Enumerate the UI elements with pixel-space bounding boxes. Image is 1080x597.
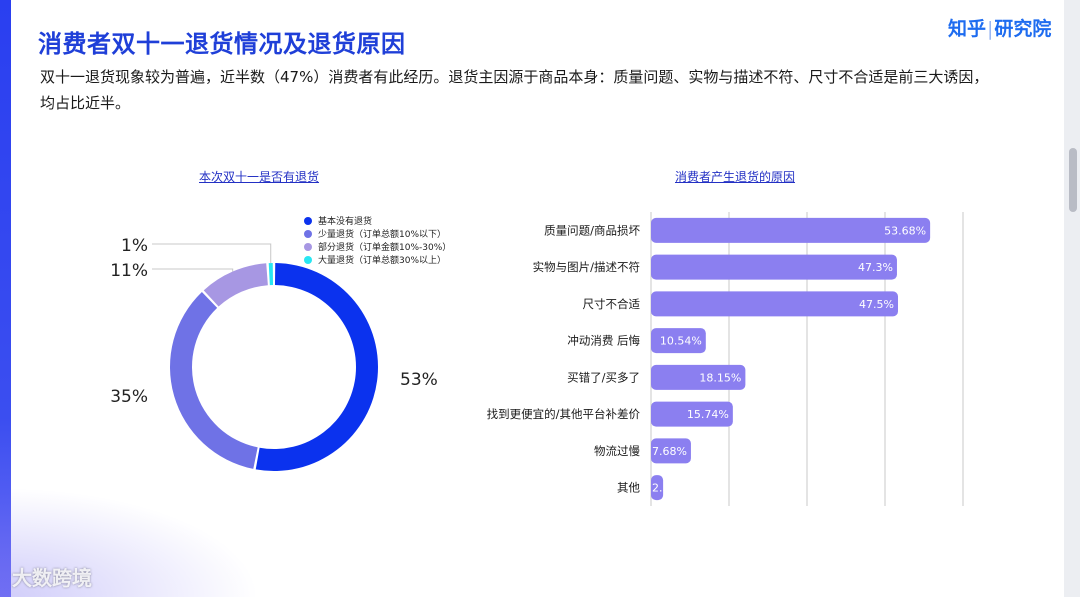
legend-label: 少量退货（订单总额10%以下） xyxy=(318,230,447,240)
accent-fade xyxy=(0,487,260,597)
bar-category-label: 实物与图片/描述不符 xyxy=(533,260,640,274)
donut-slice xyxy=(255,263,378,471)
bar-category-label: 找到更便宜的/其他平台补差价 xyxy=(487,407,641,421)
bar-mark xyxy=(651,291,898,317)
donut-legend: 基本没有退货少量退货（订单总额10%以下） 部分退货（订单金额10%-30%） 大量… xyxy=(304,214,451,266)
bar-category-label: 物流过慢 xyxy=(594,444,640,458)
donut-slice xyxy=(170,292,258,469)
brand-separator: | xyxy=(987,18,994,40)
bar-value-label: 2.33% xyxy=(652,482,687,495)
bar-value-label: 47.3% xyxy=(858,261,893,274)
bar-mark xyxy=(651,438,691,464)
bar-value-label: 10.54% xyxy=(660,335,702,348)
bar-value-label: 47.5% xyxy=(859,298,894,311)
donut-slice-label: 35% xyxy=(110,387,148,407)
bar-mark xyxy=(651,475,664,501)
bar-mark xyxy=(651,401,733,427)
legend-item: 少量退货（订单总额10%以下） xyxy=(304,227,451,240)
legend-swatch xyxy=(304,242,312,251)
page-description: 双十一退货现象较为普遍，近半数（47%）消费者有此经历。退货主因源于商品本身：质… xyxy=(40,68,989,112)
legend-swatch xyxy=(304,229,312,238)
brand-sub: 研究院 xyxy=(994,18,1052,40)
scrollbar-thumb[interactable] xyxy=(1069,148,1077,212)
zhihu-research-logo: 知乎|研究院 xyxy=(948,14,1051,41)
bar-category-label: 冲动消费 后悔 xyxy=(567,334,640,348)
watermark-text: 大数跨境 xyxy=(12,566,92,590)
legend-item: 部分退货（订单金额10%-30%） xyxy=(304,240,451,253)
bar-mark xyxy=(651,254,897,280)
accent-bar xyxy=(0,0,11,597)
donut-chart-title: 本次双十一是否有退货 xyxy=(199,170,320,184)
bar-value-label: 7.68% xyxy=(652,445,687,458)
bar-mark xyxy=(651,328,706,354)
bar-category-label: 其他 xyxy=(617,481,640,495)
bar-value-label: 15.74% xyxy=(687,408,729,421)
donut-slice-label: 11% xyxy=(110,261,148,281)
legend-item: 基本没有退货 xyxy=(304,214,451,227)
donut-slice-label: 53% xyxy=(400,370,438,390)
brand-main: 知乎 xyxy=(948,18,987,40)
donut-leader-line xyxy=(152,268,234,272)
legend-swatch xyxy=(304,216,312,225)
bar-category-label: 质量问题/商品损坏 xyxy=(544,223,640,237)
bar-category-label: 买错了/买多了 xyxy=(567,370,640,384)
bar-mark xyxy=(651,217,931,243)
bar-value-label: 53.68% xyxy=(884,224,926,237)
legend-label: 基本没有退货 xyxy=(318,217,373,227)
donut-slice xyxy=(203,263,268,307)
bar-chart-title: 消费者产生退货的原因 xyxy=(675,170,796,184)
page-title: 消费者双十一退货情况及退货原因 xyxy=(38,30,406,58)
scrollbar-track[interactable] xyxy=(1064,0,1080,597)
bar-category-label: 尺寸不合适 xyxy=(583,297,641,311)
donut-slice xyxy=(268,263,274,286)
legend-label: 部分退货（订单金额10%-30%） xyxy=(318,243,452,253)
bar-value-label: 18.15% xyxy=(699,371,741,384)
donut-slice-label: 1% xyxy=(121,236,148,256)
donut-leader-line xyxy=(152,243,272,264)
legend-label: 大量退货（订单总额30%以上） xyxy=(318,256,447,266)
bar-mark xyxy=(651,364,746,390)
legend-swatch xyxy=(304,255,312,264)
legend-item: 大量退货（订单总额30%以上） xyxy=(304,253,451,266)
